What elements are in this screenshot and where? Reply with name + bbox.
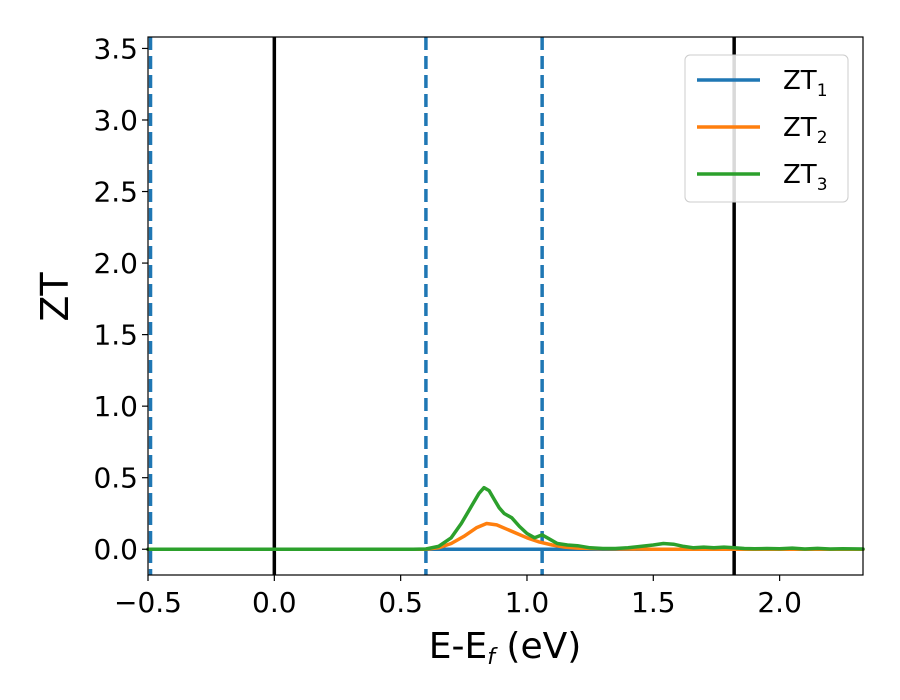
legend-label-2: ZT3 [783,160,828,195]
legend: ZT1 ZT2 ZT3 [684,54,849,203]
y-tick-label-0: 0.0 [93,533,138,566]
legend-label-0: ZT1 [783,66,828,101]
x-axis-ticks: −0.5 0.0 0.5 1.0 1.5 2.0 [114,575,802,619]
series-line-zt2 [146,521,865,551]
series-line-zt3 [146,485,865,551]
reference-lines [148,37,736,575]
y-tick-label-7: 3.5 [93,32,138,65]
y-tick-label-3: 1.5 [93,319,138,352]
legend-label-1: ZT2 [783,113,828,148]
x-tick-label-0: −0.5 [114,586,182,619]
y-tick-label-4: 2.0 [93,247,138,280]
y-tick-label-2: 1.0 [93,390,138,423]
y-tick-label-5: 2.5 [93,176,138,209]
y-axis-ticks: 0.0 0.5 1.0 1.5 2.0 2.5 3.0 3.5 [93,32,148,566]
y-tick-label-6: 3.0 [93,104,138,137]
x-tick-label-5: 2.0 [757,586,802,619]
y-axis-label: ZT [33,272,77,322]
x-tick-label-4: 1.5 [631,586,676,619]
plot-frame [147,36,864,576]
y-tick-label-1: 0.5 [93,462,138,495]
x-tick-label-1: 0.0 [252,586,297,619]
legend-box [684,54,849,203]
x-axis-label: E-Ef (eV) [429,626,582,670]
series-lines [146,485,865,551]
x-tick-label-3: 1.0 [505,586,550,619]
x-tick-label-2: 0.5 [378,586,423,619]
